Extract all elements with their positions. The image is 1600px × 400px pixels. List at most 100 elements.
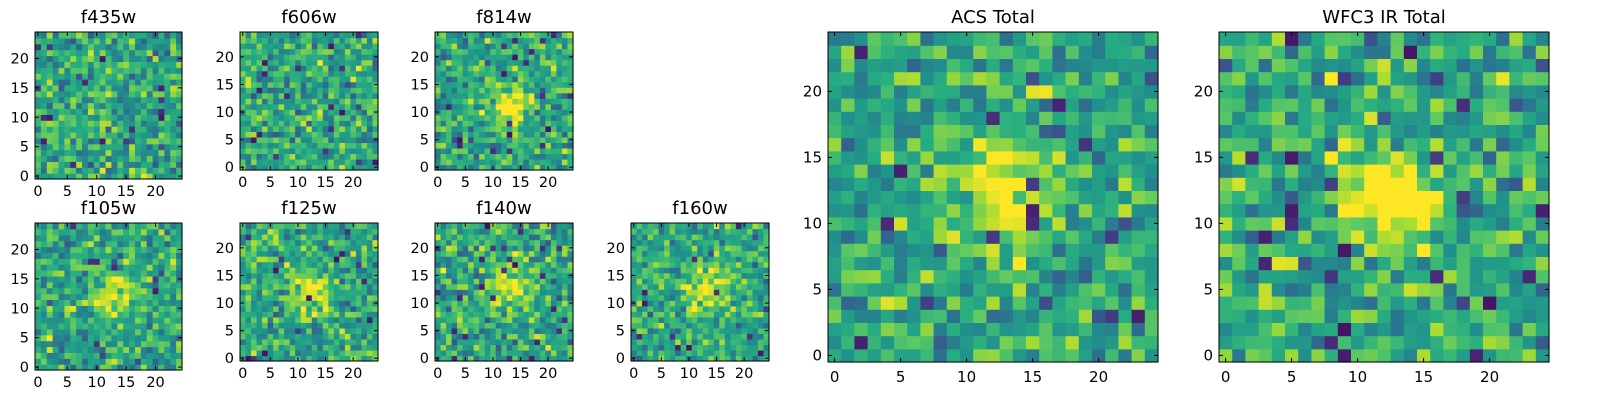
heatmap-pixel: [76, 55, 83, 62]
heatmap-pixel: [372, 59, 379, 66]
heatmap-pixel: [495, 103, 502, 110]
heatmap-pixel: [306, 278, 313, 285]
heatmap-pixel: [99, 120, 107, 127]
heatmap-pixel: [170, 223, 177, 230]
heatmap-pixel: [680, 349, 687, 357]
heatmap-pixel: [46, 32, 54, 39]
heatmap-pixel: [129, 358, 136, 365]
heatmap-pixel: [752, 239, 759, 246]
heatmap-pixel: [40, 334, 48, 342]
heatmap-pixel: [99, 364, 107, 371]
heatmap-pixel: [642, 278, 649, 285]
heatmap-pixel: [556, 278, 563, 285]
heatmap-pixel: [267, 147, 274, 155]
heatmap-pixel: [317, 54, 324, 61]
heatmap-pixel: [328, 48, 335, 55]
heatmap-pixel: [328, 125, 335, 132]
heatmap-pixel: [306, 223, 313, 230]
heatmap-pixel: [76, 322, 83, 330]
heatmap-pixel: [973, 164, 987, 178]
heatmap-pixel: [539, 109, 546, 116]
heatmap-pixel: [534, 65, 541, 72]
heatmap-pixel: [539, 70, 546, 77]
heatmap-pixel: [366, 333, 374, 340]
heatmap-pixel: [82, 43, 89, 51]
heatmap-pixel: [457, 234, 464, 241]
heatmap-pixel: [46, 114, 54, 121]
heatmap-pixel: [960, 190, 974, 205]
heatmap-pixel: [361, 65, 368, 72]
heatmap-pixel: [317, 349, 324, 357]
heatmap-pixel: [1131, 164, 1146, 178]
heatmap-pixel: [146, 358, 154, 365]
heatmap-pixel: [490, 278, 497, 285]
heatmap-pixel: [713, 228, 720, 235]
heatmap-pixel: [561, 142, 569, 149]
heatmap-pixel: [240, 311, 247, 318]
heatmap-pixel: [495, 32, 502, 39]
y-tick-label: 15: [216, 77, 234, 93]
heatmap-pixel: [435, 142, 442, 149]
heatmap-pixel: [719, 289, 726, 296]
heatmap-pixel: [35, 108, 42, 115]
heatmap-pixel: [117, 49, 124, 57]
heatmap-pixel: [333, 147, 340, 155]
heatmap-pixel: [556, 59, 563, 66]
heatmap-pixel: [495, 294, 502, 301]
heatmap-pixel: [300, 43, 307, 50]
heatmap-pixel: [311, 114, 318, 121]
heatmap-pixel: [117, 155, 124, 162]
heatmap-pixel: [289, 153, 296, 160]
heatmap-pixel: [134, 305, 142, 312]
heatmap-pixel: [52, 352, 60, 359]
heatmap-pixel: [262, 294, 269, 301]
heatmap-pixel: [484, 250, 491, 257]
heatmap-pixel: [134, 43, 142, 51]
heatmap-pixel: [52, 61, 60, 68]
heatmap-pixel: [517, 344, 524, 351]
heatmap-pixel: [300, 294, 307, 301]
heatmap-pixel: [523, 158, 530, 166]
heatmap-pixel: [99, 258, 107, 265]
heatmap-pixel: [129, 364, 136, 371]
heatmap-pixel: [680, 278, 687, 285]
heatmap-pixel: [273, 333, 280, 340]
heatmap-pixel: [550, 92, 558, 99]
heatmap-pixel: [539, 48, 546, 55]
heatmap-pixel: [322, 147, 329, 155]
heatmap-pixel: [40, 61, 48, 68]
heatmap-pixel: [129, 155, 136, 162]
heatmap-pixel: [501, 70, 508, 77]
heatmap-pixel: [339, 239, 346, 246]
heatmap-pixel: [1092, 164, 1106, 178]
heatmap-pixel: [636, 344, 643, 351]
heatmap-pixel: [484, 81, 491, 88]
heatmap-pixel: [273, 294, 280, 301]
heatmap-pixel: [311, 65, 318, 72]
heatmap-pixel: [556, 32, 563, 39]
heatmap-pixel: [561, 261, 569, 268]
heatmap-pixel: [76, 149, 83, 157]
heatmap-pixel: [52, 346, 60, 353]
heatmap-pixel: [123, 120, 130, 127]
heatmap-pixel: [473, 81, 480, 88]
heatmap-pixel: [164, 305, 171, 312]
heatmap-pixel: [894, 190, 908, 205]
heatmap-pixel: [512, 261, 519, 268]
heatmap-pixel: [669, 223, 676, 230]
heatmap-pixel: [140, 67, 148, 74]
heatmap-pixel: [295, 81, 302, 88]
heatmap-pixel: [894, 256, 908, 271]
heatmap-pixel: [523, 153, 530, 160]
heatmap-pixel: [366, 131, 374, 138]
heatmap-pixel: [435, 250, 442, 257]
heatmap-pixel: [328, 98, 335, 105]
heatmap-pixel: [256, 109, 263, 116]
heatmap-pixel: [267, 289, 274, 296]
heatmap-pixel: [134, 73, 142, 80]
heatmap-pixel: [82, 49, 89, 57]
heatmap-pixel: [457, 153, 464, 160]
heatmap-pixel: [534, 109, 541, 116]
